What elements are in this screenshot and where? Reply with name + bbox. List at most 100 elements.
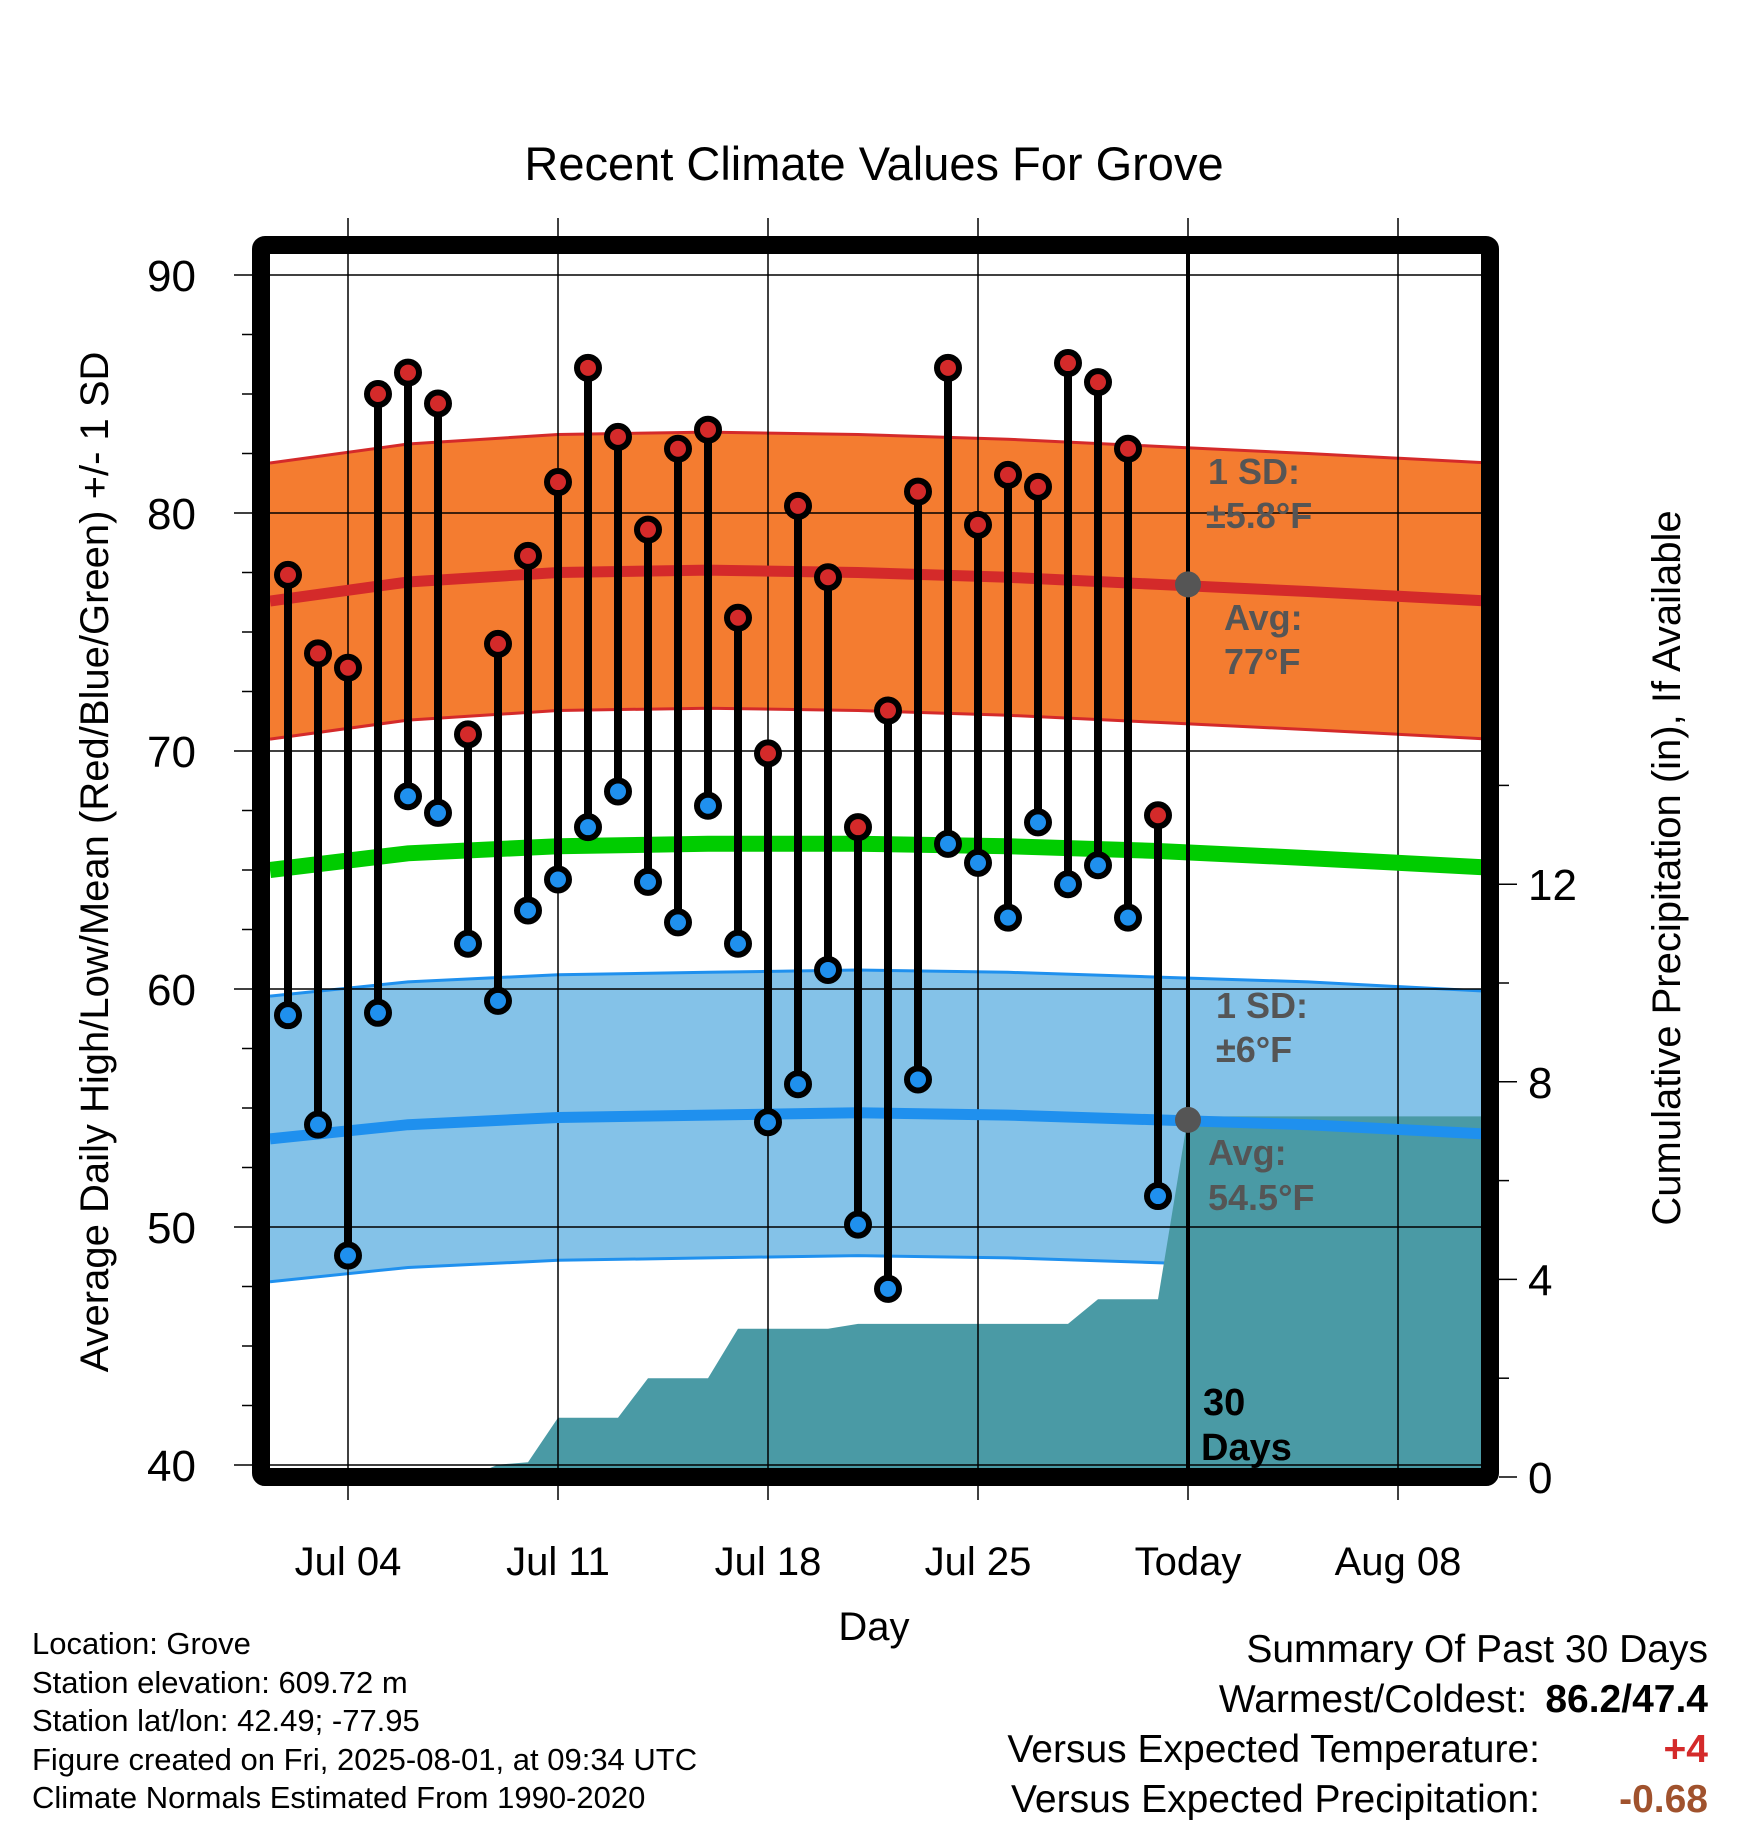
daily-high-point <box>1114 434 1142 463</box>
daily-high-point <box>274 560 302 589</box>
daily-high-point <box>754 739 782 768</box>
daily-high-point <box>1144 801 1172 830</box>
temp-label: Versus Expected Temperature: <box>1007 1728 1540 1771</box>
daily-high-point <box>514 541 542 570</box>
daily-low-point <box>844 1210 872 1239</box>
daily-low-point <box>394 782 422 811</box>
precip-row: Versus Expected Precipitation: -0.68 <box>1007 1775 1708 1825</box>
x-tick-label: Today <box>1135 1540 1242 1584</box>
daily-high-point <box>634 515 662 544</box>
today-avg-high-marker <box>1175 571 1201 598</box>
daily-high-point <box>334 653 362 682</box>
temp-row: Versus Expected Temperature: +4 <box>1007 1725 1708 1775</box>
daily-low-point <box>514 896 542 925</box>
daily-low-point <box>304 1110 332 1139</box>
x-tick-label: Aug 08 <box>1335 1540 1462 1584</box>
x-tick-label: Jul 25 <box>925 1540 1032 1584</box>
daily-high-point <box>694 415 722 444</box>
y2-axis-label: Cumulative Precipitation (in), If Availa… <box>1645 510 1689 1225</box>
today-days-label-num: 30 <box>1203 1382 1245 1424</box>
daily-high-point <box>874 696 902 725</box>
daily-low-point <box>544 865 572 894</box>
daily-low-point <box>484 986 512 1015</box>
y2-tick-label: 0 <box>1528 1454 1552 1503</box>
daily-low-point <box>754 1108 782 1137</box>
chart-title: Recent Climate Values For Grove <box>524 137 1223 190</box>
daily-high-point <box>1024 472 1052 501</box>
summary-panel: Summary Of Past 30 Days Warmest/Coldest:… <box>1007 1625 1708 1825</box>
y-tick-label: 90 <box>147 252 196 301</box>
x-axis-label: Day <box>838 1605 909 1649</box>
location-text: Location: Grove <box>32 1626 251 1661</box>
high-sd-band <box>270 432 1490 740</box>
daily-high-point <box>574 353 602 382</box>
y-tick-label: 80 <box>147 490 196 539</box>
daily-low-point <box>364 998 392 1027</box>
daily-high-point <box>484 629 512 658</box>
y-tick-label: 60 <box>147 966 196 1015</box>
daily-high-point <box>604 422 632 451</box>
high-sd-lower-line <box>269 706 1491 741</box>
daily-high-point <box>724 603 752 632</box>
chart-text-layer: Recent Climate Values For Grove405060708… <box>73 137 1689 1649</box>
daily-high-point <box>784 491 812 520</box>
temp-value: +4 <box>1663 1728 1708 1771</box>
avg-mean-line <box>269 835 1491 878</box>
daily-low-point <box>274 1001 302 1030</box>
high-sd-upper-line <box>269 430 1491 465</box>
daily-high-point <box>544 468 572 497</box>
y2-tick-label: 4 <box>1528 1256 1552 1305</box>
daily-high-point <box>1054 349 1082 378</box>
precip-area <box>270 1116 1490 1477</box>
daily-low-point <box>1054 870 1082 899</box>
daily-low-point <box>334 1241 362 1270</box>
low-avg-value: 54.5°F <box>1208 1177 1314 1218</box>
created-text: Figure created on Fri, 2025-08-01, at 09… <box>32 1741 698 1777</box>
daily-high-point <box>964 510 992 539</box>
y2-tick-label: 12 <box>1528 861 1577 910</box>
summary-title: Summary Of Past 30 Days <box>1246 1628 1708 1671</box>
y-tick-label: 50 <box>147 1204 196 1253</box>
precip-label: Versus Expected Precipitation: <box>1011 1778 1540 1821</box>
low-sd-label: 1 SD: <box>1216 985 1308 1026</box>
chart-observations-layer <box>274 349 1172 1303</box>
precip-value: -0.68 <box>1619 1778 1708 1821</box>
warm-cold-row: Warmest/Coldest: 86.2/47.4 <box>1007 1675 1708 1725</box>
daily-high-point <box>364 380 392 408</box>
daily-high-point <box>814 563 842 592</box>
y-tick-label: 70 <box>147 728 196 777</box>
daily-low-point <box>454 929 482 958</box>
plot-frame <box>252 236 1499 1486</box>
low-avg-label: Avg: <box>1208 1132 1287 1173</box>
daily-low-point <box>634 867 662 896</box>
elevation-text: Station elevation: 609.72 m <box>32 1664 408 1700</box>
daily-high-point <box>394 358 422 387</box>
daily-low-point <box>1144 1182 1172 1211</box>
high-sd-value: ±5.8°F <box>1206 495 1312 536</box>
high-sd-label: 1 SD: <box>1208 451 1300 492</box>
warm-cold-label: Warmest/Coldest: <box>1218 1678 1528 1721</box>
daily-low-point <box>1024 808 1052 837</box>
chart-fill-layer <box>269 430 1491 1477</box>
latlon-text: Station lat/lon: 42.49; -77.95 <box>32 1703 420 1738</box>
daily-low-point <box>814 955 842 984</box>
daily-high-point <box>1084 368 1112 397</box>
daily-high-point <box>664 434 692 463</box>
daily-low-point <box>424 798 452 827</box>
station-info-panel: Location: Grove Station elevation: 609.7… <box>32 1625 697 1818</box>
daily-high-point <box>844 813 872 842</box>
y-axis-label: Average Daily High/Low/Mean (Red/Blue/Gr… <box>73 352 117 1373</box>
daily-high-point <box>934 353 962 382</box>
x-tick-label: Jul 04 <box>295 1540 402 1584</box>
daily-high-point <box>424 389 452 418</box>
daily-high-point <box>304 639 332 668</box>
daily-high-point <box>994 460 1022 489</box>
daily-low-point <box>934 829 962 858</box>
daily-low-point <box>664 908 692 937</box>
y2-tick-label: 8 <box>1528 1059 1552 1108</box>
warm-cold-value: 86.2/47.4 <box>1545 1678 1708 1721</box>
avg-high-line <box>269 564 1491 607</box>
daily-low-point <box>874 1274 902 1303</box>
x-tick-label: Jul 11 <box>506 1540 610 1584</box>
daily-low-point <box>904 1065 932 1094</box>
